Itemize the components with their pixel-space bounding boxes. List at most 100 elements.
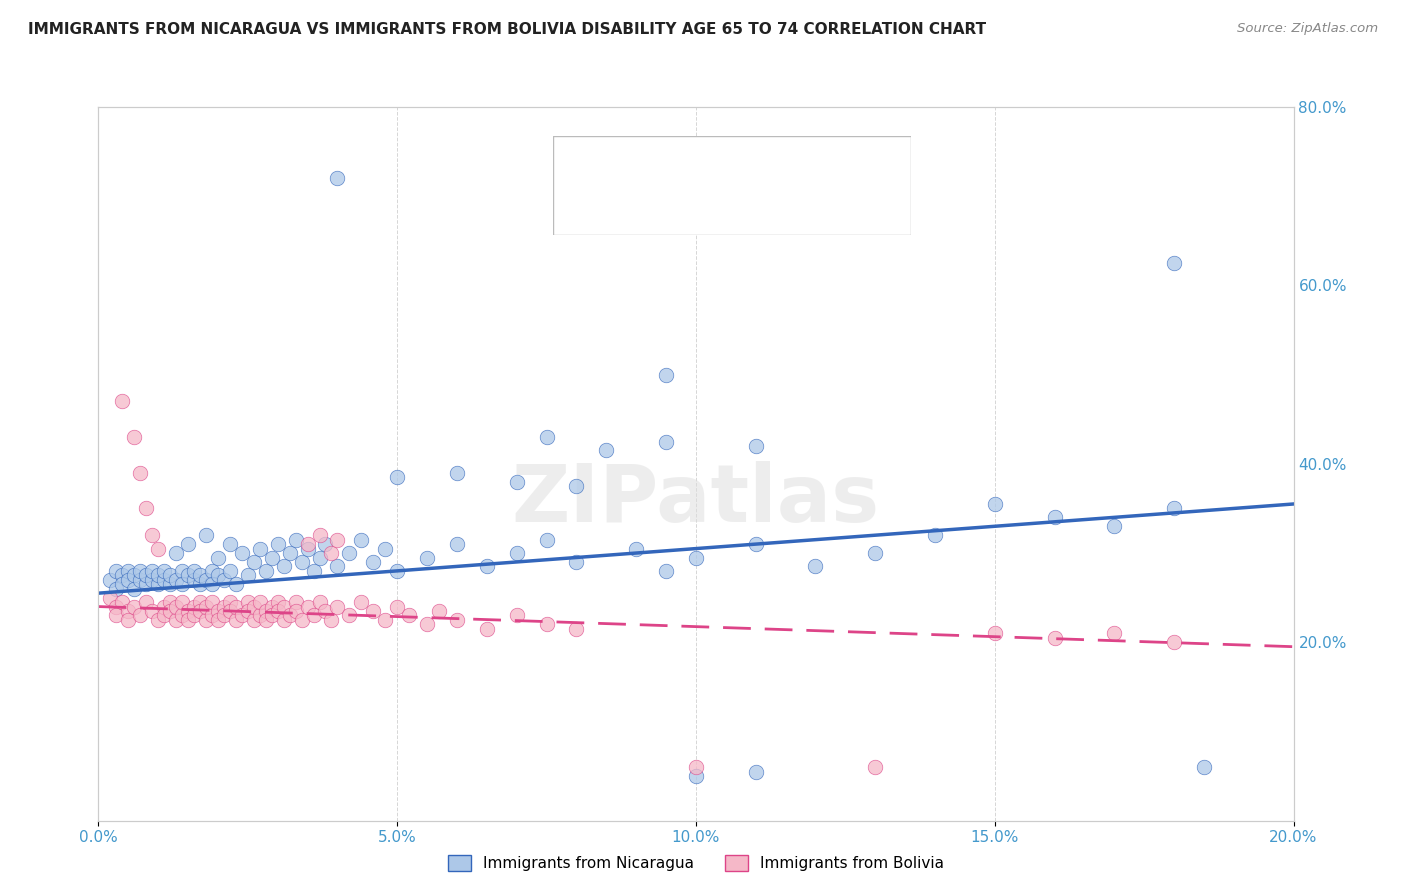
Point bbox=[159, 568, 181, 582]
Point bbox=[135, 501, 157, 516]
Point bbox=[1043, 631, 1066, 645]
Text: R =  0.244   N = 81: R = 0.244 N = 81 bbox=[613, 153, 804, 170]
Point bbox=[1192, 760, 1215, 774]
Point bbox=[124, 582, 146, 596]
Point bbox=[207, 604, 229, 618]
Point bbox=[385, 470, 409, 484]
Point bbox=[291, 555, 314, 569]
Point bbox=[135, 595, 157, 609]
Point bbox=[124, 599, 146, 614]
Point bbox=[100, 573, 122, 587]
Point bbox=[183, 608, 205, 623]
Point bbox=[302, 564, 325, 578]
Point bbox=[111, 568, 134, 582]
Point bbox=[111, 595, 134, 609]
Legend: Immigrants from Nicaragua, Immigrants from Bolivia: Immigrants from Nicaragua, Immigrants fr… bbox=[441, 849, 950, 877]
Point bbox=[172, 577, 194, 591]
Point bbox=[212, 599, 235, 614]
Point bbox=[249, 608, 271, 623]
Point bbox=[308, 595, 330, 609]
Point bbox=[506, 475, 529, 489]
Point bbox=[297, 537, 319, 551]
Point bbox=[308, 528, 330, 542]
Point bbox=[804, 559, 827, 574]
Point bbox=[177, 604, 200, 618]
Point bbox=[1104, 626, 1126, 640]
Point bbox=[350, 533, 373, 547]
Point bbox=[745, 537, 768, 551]
Point bbox=[172, 564, 194, 578]
Point bbox=[188, 604, 211, 618]
Point bbox=[267, 595, 290, 609]
Point bbox=[446, 466, 468, 480]
Point bbox=[111, 394, 134, 409]
Point bbox=[111, 577, 134, 591]
Point bbox=[148, 541, 170, 556]
Point bbox=[565, 555, 588, 569]
Point bbox=[326, 559, 349, 574]
Point bbox=[267, 604, 290, 618]
Point bbox=[159, 577, 181, 591]
Point bbox=[536, 430, 558, 444]
Point bbox=[195, 528, 218, 542]
Point bbox=[260, 550, 283, 565]
Point bbox=[243, 555, 266, 569]
Point bbox=[321, 613, 343, 627]
Point bbox=[236, 604, 259, 618]
Point bbox=[536, 617, 558, 632]
Point bbox=[141, 573, 163, 587]
Point bbox=[475, 622, 498, 636]
Point bbox=[260, 608, 283, 623]
Bar bbox=[564, 144, 599, 179]
Point bbox=[350, 595, 373, 609]
Point bbox=[254, 564, 277, 578]
Point bbox=[188, 595, 211, 609]
Point bbox=[315, 604, 337, 618]
Point bbox=[153, 599, 176, 614]
Point bbox=[207, 550, 229, 565]
Bar bbox=[564, 192, 599, 227]
Point bbox=[565, 622, 588, 636]
Point bbox=[626, 541, 648, 556]
Point bbox=[100, 591, 122, 605]
Point bbox=[188, 568, 211, 582]
Point bbox=[385, 599, 409, 614]
Point bbox=[165, 546, 187, 560]
Point bbox=[212, 573, 235, 587]
Point bbox=[291, 613, 314, 627]
Point bbox=[219, 537, 242, 551]
Point bbox=[326, 171, 349, 186]
Point bbox=[398, 608, 420, 623]
Point bbox=[129, 564, 152, 578]
Point bbox=[219, 595, 242, 609]
Point bbox=[308, 550, 330, 565]
Point bbox=[260, 599, 283, 614]
Point bbox=[565, 479, 588, 493]
Point bbox=[297, 541, 319, 556]
Text: Source: ZipAtlas.com: Source: ZipAtlas.com bbox=[1237, 22, 1378, 36]
Point bbox=[135, 577, 157, 591]
Point bbox=[117, 613, 139, 627]
Point bbox=[159, 595, 181, 609]
Point bbox=[446, 537, 468, 551]
Point bbox=[195, 573, 218, 587]
Point bbox=[297, 599, 319, 614]
Point bbox=[153, 608, 176, 623]
Point bbox=[685, 760, 707, 774]
Point bbox=[165, 599, 187, 614]
Point bbox=[135, 568, 157, 582]
Point bbox=[148, 577, 170, 591]
Point bbox=[201, 577, 224, 591]
Point bbox=[745, 439, 768, 453]
Point bbox=[105, 608, 128, 623]
Point bbox=[225, 613, 247, 627]
Point bbox=[201, 608, 224, 623]
Point bbox=[177, 537, 200, 551]
Text: ZIPatlas: ZIPatlas bbox=[512, 460, 880, 539]
Point bbox=[1163, 635, 1185, 649]
Text: R = -0.062   N = 90: R = -0.062 N = 90 bbox=[613, 201, 806, 219]
Point bbox=[655, 434, 678, 449]
Point bbox=[284, 533, 307, 547]
Point bbox=[254, 613, 277, 627]
Point bbox=[278, 546, 301, 560]
